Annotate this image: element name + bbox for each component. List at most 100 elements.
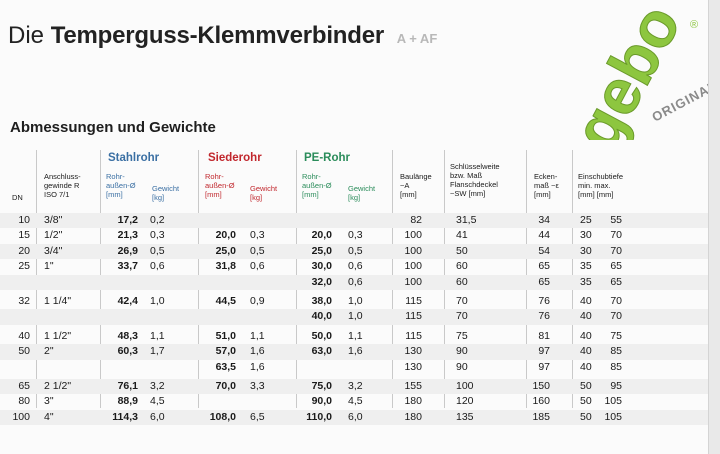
- cell-min: 40: [580, 360, 592, 373]
- cell-r: 4": [44, 410, 54, 423]
- cell-sw: 90: [456, 360, 468, 373]
- cell-sw: 75: [456, 329, 468, 342]
- cell-dn: 100: [12, 410, 30, 423]
- registered-mark: ®: [690, 19, 698, 31]
- cell-s-g: 0,6: [150, 260, 165, 273]
- cell-d-d: 70,0: [215, 379, 236, 392]
- cell-sw: 100: [456, 379, 474, 392]
- cell-e: 97: [538, 345, 550, 358]
- cell-r: 1": [44, 260, 54, 273]
- cell-min: 40: [580, 310, 592, 323]
- cell-s-d: 76,1: [117, 379, 138, 392]
- group-siederohr: Siederohr: [208, 152, 262, 164]
- cell-p-d: 25,0: [311, 244, 332, 257]
- header-eckenmass: Ecken- maß ~ε [mm]: [534, 172, 559, 199]
- cell-d-d: 31,8: [215, 260, 236, 273]
- cell-e: 34: [538, 214, 550, 226]
- cell-max: 105: [604, 395, 622, 408]
- cell-a: 100: [404, 260, 422, 273]
- cell-min: 40: [580, 329, 592, 342]
- table-row: 63,5 1,6 130 90 97 40 85: [0, 360, 708, 375]
- logo-graphic: gebo ORIGINAL ®: [559, 0, 720, 162]
- cell-dn: 15: [18, 229, 30, 242]
- cell-d-g: 0,6: [250, 260, 265, 273]
- cell-min: 25: [580, 214, 592, 226]
- cell-min: 40: [580, 345, 592, 358]
- cell-a: 180: [404, 410, 422, 423]
- table-row: 20 3/4" 26,9 0,5 25,0 0,5 25,0 0,5 100 50 54 30 70: [0, 243, 708, 260]
- cell-s-g: 0,5: [150, 244, 165, 257]
- table-row: 25 1" 33,7 0,6 31,8 0,6 30,0 0,6 100 60 65 35 65: [0, 259, 708, 274]
- header-schluesselweite: Schlüsselweite bzw. Maß Flanschdeckel ~S…: [450, 162, 500, 198]
- cell-r: 3": [44, 395, 54, 408]
- cell-p-g: 0,6: [348, 275, 363, 288]
- cell-p-d: 30,0: [311, 260, 332, 273]
- cell-max: 55: [610, 214, 622, 226]
- cell-r: 1/2": [44, 229, 63, 242]
- page-edge: [708, 0, 720, 454]
- cell-max: 65: [610, 275, 622, 288]
- cell-e: 81: [538, 329, 550, 342]
- cell-e: 44: [538, 229, 550, 242]
- cell-s-d: 114,3: [112, 410, 138, 423]
- cell-e: 76: [538, 294, 550, 307]
- cell-a: 180: [404, 395, 422, 408]
- cell-s-d: 42,4: [117, 294, 138, 307]
- cell-sw: 90: [456, 345, 468, 358]
- cell-s-d: 33,7: [117, 260, 138, 273]
- cell-sw: 60: [456, 275, 468, 288]
- cell-dn: 80: [18, 395, 30, 408]
- table-row: 10 3/8" 17,2 0,2 82 31,5 34 25 55: [0, 213, 708, 229]
- cell-a: 100: [404, 229, 422, 242]
- cell-s-g: 1,7: [150, 345, 165, 358]
- cell-e: 150: [532, 379, 550, 392]
- cell-r: 2 1/2": [44, 379, 72, 392]
- cell-p-d: 38,0: [311, 294, 332, 307]
- cell-dn: 32: [18, 294, 30, 307]
- cell-a: 130: [404, 360, 422, 373]
- cell-p-d: 63,0: [311, 345, 332, 358]
- cell-min: 30: [580, 229, 592, 242]
- cell-sw: 70: [456, 294, 468, 307]
- cell-d-d: 63,5: [215, 360, 236, 373]
- cell-dn: 25: [18, 260, 30, 273]
- title-main: Temperguss-Klemmverbinder: [50, 22, 385, 49]
- dimensions-table: 10 3/8" 17,2 0,2 82 31,5 34 25 55 15 1/2" 21,3 0,3 20…: [0, 213, 708, 426]
- cell-p-g: 1,0: [348, 294, 363, 307]
- cell-a: 115: [405, 329, 422, 342]
- cell-d-g: 6,5: [250, 410, 265, 423]
- cell-d-g: 3,3: [250, 379, 265, 392]
- cell-s-d: 60,3: [117, 345, 138, 358]
- cell-sw: 135: [456, 410, 474, 423]
- cell-s-g: 4,5: [150, 395, 165, 408]
- cell-s-d: 88,9: [117, 395, 138, 408]
- cell-s-g: 0,3: [150, 229, 165, 242]
- table-row: 15 1/2" 21,3 0,3 20,0 0,3 20,0 0,3 100 41 44 30 70: [0, 228, 708, 243]
- cell-min: 50: [580, 410, 592, 423]
- table-row: 40 1 1/2" 48,3 1,1 51,0 1,1 50,0 1,1 115 75 81 40 75: [0, 329, 708, 344]
- header-pe-weight: Gewicht [kg]: [348, 184, 376, 202]
- header-pe-diameter: Rohr- außen-Ø [mm]: [302, 172, 332, 199]
- cell-min: 50: [580, 379, 592, 392]
- logo-wordmark: gebo: [559, 10, 694, 140]
- cell-sw: 120: [456, 395, 474, 408]
- header-stahlrohr-weight: Gewicht [kg]: [152, 184, 180, 202]
- cell-s-d: 26,9: [117, 244, 138, 257]
- cell-e: 76: [538, 310, 550, 323]
- header-baulaenge: Baulänge ~A [mm]: [400, 172, 432, 199]
- cell-p-g: 6,0: [348, 410, 363, 423]
- cell-p-g: 0,5: [348, 244, 363, 257]
- cell-p-d: 40,0: [311, 310, 332, 323]
- cell-min: 30: [580, 244, 592, 257]
- cell-p-d: 50,0: [311, 329, 332, 342]
- cell-a: 130: [404, 345, 422, 358]
- cell-max: 70: [610, 244, 622, 257]
- cell-sw: 31,5: [456, 214, 477, 226]
- cell-e: 65: [538, 275, 550, 288]
- cell-s-d: 17,2: [117, 214, 138, 226]
- header-einschubtiefe: Einschubtiefe min. max. [mm] [mm]: [578, 172, 624, 199]
- cell-p-d: 20,0: [311, 229, 332, 242]
- header-dn: DN: [12, 193, 23, 202]
- cell-a: 100: [404, 244, 422, 257]
